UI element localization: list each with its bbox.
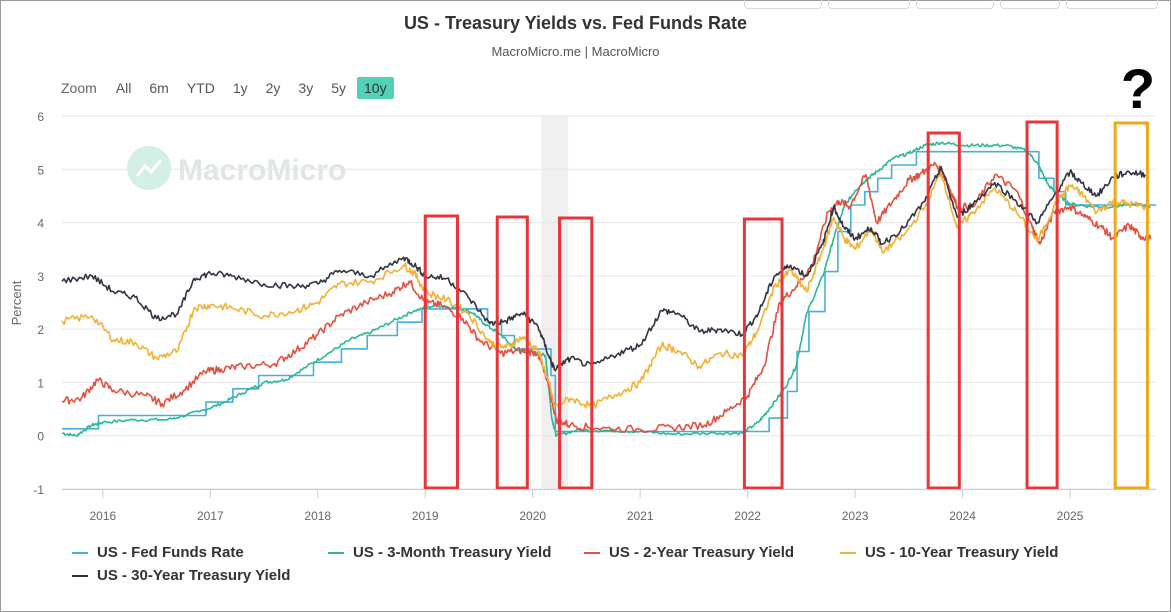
legend-swatch <box>72 551 88 554</box>
highlight-box <box>558 216 594 490</box>
series-fed-funds-rate <box>62 150 1156 433</box>
legend-label: US - 3-Month Treasury Yield <box>353 544 552 561</box>
zoom-label: Zoom <box>61 80 97 96</box>
axes-layer: -1 0 1 2 3 4 5 6 2016 2017 2018 2019 2020 2021 2022 202… <box>33 110 1156 523</box>
series-3-month-yield <box>61 141 1152 438</box>
legend-swatch <box>584 551 600 554</box>
y-tick-label: 6 <box>37 110 44 124</box>
y-tick-label: 5 <box>37 163 44 177</box>
legend-item-3-month[interactable]: US - 3-Month Treasury Yield <box>328 544 551 561</box>
highlight-box <box>1025 120 1059 490</box>
chart-title: US - Treasury Yields vs. Fed Funds Rate <box>403 13 748 33</box>
x-tick-label: 2016 <box>89 509 116 523</box>
question-box <box>1113 121 1149 490</box>
legend-label: US - 10-Year Treasury Yield <box>865 544 1059 561</box>
y-tick-label: 2 <box>37 323 44 337</box>
range-button-6m[interactable]: 6m <box>149 80 169 96</box>
highlight-layer <box>423 120 1149 490</box>
x-tick-label: 2023 <box>842 509 869 523</box>
y-tick-label: 0 <box>37 430 44 444</box>
legend-label: US - Fed Funds Rate <box>97 544 244 561</box>
x-tick-label: 2024 <box>949 509 976 523</box>
x-tick-label: 2018 <box>304 509 331 523</box>
toolbar-tab[interactable] <box>744 0 822 9</box>
toolbar-tab[interactable] <box>828 0 910 9</box>
highlight-box <box>742 217 784 490</box>
chart-subtitle: MacroMicro.me | MacroMicro <box>491 44 660 59</box>
range-button-1y[interactable]: 1y <box>232 80 248 96</box>
x-tick-label: 2017 <box>197 509 224 523</box>
highlight-box <box>423 214 459 490</box>
legend-item-10-year[interactable]: US - 10-Year Treasury Yield <box>840 544 1058 561</box>
legend-swatch <box>72 574 88 577</box>
toolbar-tab[interactable] <box>1000 0 1060 9</box>
legend-item-fed-funds[interactable]: US - Fed Funds Rate <box>72 544 244 561</box>
series-2-year-yield <box>61 161 1152 434</box>
range-button-all[interactable]: All <box>115 80 132 96</box>
highlight-box <box>495 215 529 490</box>
legend-swatch <box>840 551 856 554</box>
series-layer <box>61 141 1156 438</box>
range-selector: Zoom All 6m YTD 1y 2y 3y 5y 10y <box>56 76 398 100</box>
y-axis-label: Percent <box>9 280 24 325</box>
range-button-ytd[interactable]: YTD <box>186 80 215 96</box>
highlight-box <box>926 131 961 490</box>
y-tick-label: 1 <box>37 376 44 390</box>
x-tick-label: 2025 <box>1057 509 1084 523</box>
series-30-year-yield <box>61 165 1147 372</box>
x-tick-label: 2020 <box>519 509 546 523</box>
legend-swatch <box>328 551 344 554</box>
x-tick-label: 2022 <box>734 509 761 523</box>
question-mark-annotation: ? <box>1121 57 1155 120</box>
series-10-year-yield <box>61 171 1147 409</box>
legend-item-2-year[interactable]: US - 2-Year Treasury Yield <box>584 544 794 561</box>
y-tick-label: -1 <box>33 483 44 497</box>
legend-label: US - 30-Year Treasury Yield <box>97 567 291 584</box>
legend-label: US - 2-Year Treasury Yield <box>609 544 795 561</box>
x-tick-label: 2019 <box>412 509 439 523</box>
range-button-2y[interactable]: 2y <box>265 80 281 96</box>
y-tick-label: 4 <box>37 217 44 231</box>
range-button-5y[interactable]: 5y <box>331 80 346 96</box>
watermark: MacroMicro <box>127 146 346 190</box>
range-button-3y[interactable]: 3y <box>298 80 314 96</box>
x-tick-label: 2021 <box>627 509 654 523</box>
watermark-chart-icon <box>135 159 163 177</box>
y-tick-label: 3 <box>37 270 44 284</box>
watermark-text: MacroMicro <box>178 154 346 187</box>
range-button-10y[interactable]: 10y <box>357 77 394 99</box>
legend-item-30-year[interactable]: US - 30-Year Treasury Yield <box>72 567 290 584</box>
toolbar-tab[interactable] <box>1066 0 1158 9</box>
toolbar-tab[interactable] <box>916 0 994 9</box>
